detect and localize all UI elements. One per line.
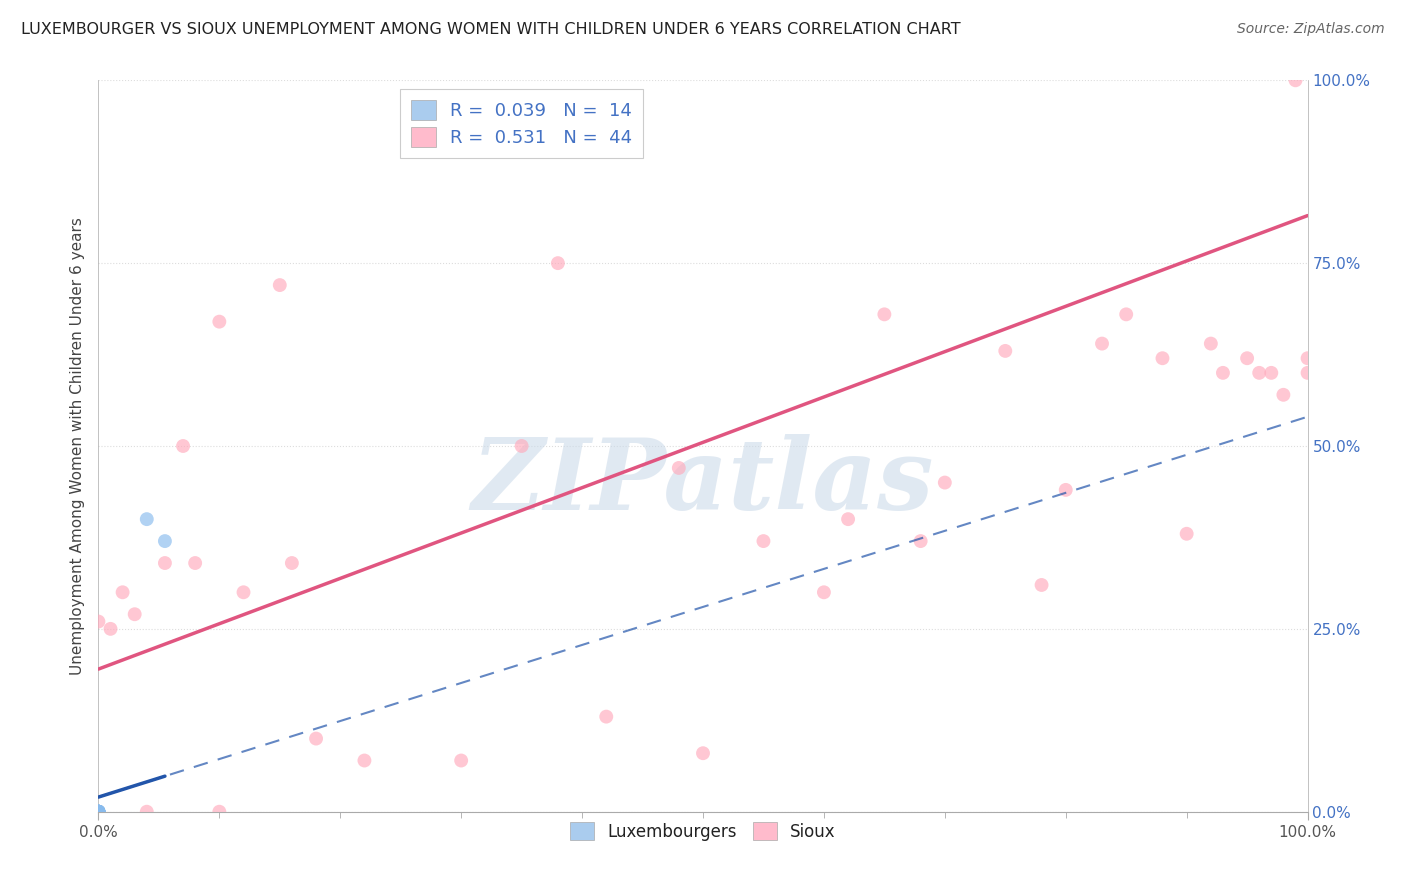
Point: [87, 805, 110, 819]
Point: [595, 709, 617, 723]
Point: [172, 439, 194, 453]
Point: [1272, 388, 1295, 402]
Point: [994, 343, 1017, 358]
Point: [87, 805, 110, 819]
Point: [135, 512, 157, 526]
Point: [87, 805, 110, 819]
Point: [1115, 307, 1137, 321]
Point: [837, 512, 859, 526]
Point: [873, 307, 896, 321]
Point: [752, 534, 775, 549]
Point: [1175, 526, 1198, 541]
Point: [135, 805, 157, 819]
Point: [87, 805, 110, 819]
Point: [87, 805, 110, 819]
Point: [668, 461, 690, 475]
Point: [153, 556, 176, 570]
Point: [1054, 483, 1077, 497]
Point: [1091, 336, 1114, 351]
Point: [87, 805, 110, 819]
Text: LUXEMBOURGER VS SIOUX UNEMPLOYMENT AMONG WOMEN WITH CHILDREN UNDER 6 YEARS CORRE: LUXEMBOURGER VS SIOUX UNEMPLOYMENT AMONG…: [21, 22, 960, 37]
Point: [87, 805, 110, 819]
Point: [305, 731, 328, 746]
Point: [153, 534, 176, 549]
Point: [184, 556, 207, 570]
Point: [450, 754, 472, 768]
Point: [87, 805, 110, 819]
Point: [1249, 366, 1271, 380]
Point: [87, 805, 110, 819]
Text: Source: ZipAtlas.com: Source: ZipAtlas.com: [1237, 22, 1385, 37]
Point: [281, 556, 304, 570]
Point: [1284, 73, 1306, 87]
Point: [87, 615, 110, 629]
Point: [208, 805, 231, 819]
Point: [87, 805, 110, 819]
Point: [1260, 366, 1282, 380]
Point: [910, 534, 932, 549]
Point: [124, 607, 146, 622]
Point: [1031, 578, 1053, 592]
Point: [813, 585, 835, 599]
Point: [1296, 366, 1319, 380]
Point: [208, 315, 231, 329]
Point: [547, 256, 569, 270]
Point: [232, 585, 254, 599]
Point: [692, 746, 714, 760]
Point: [1296, 351, 1319, 366]
Point: [353, 754, 375, 768]
Point: [934, 475, 956, 490]
Point: [510, 439, 533, 453]
Point: [111, 585, 134, 599]
Legend: Luxembourgers, Sioux: Luxembourgers, Sioux: [564, 815, 842, 847]
Point: [1236, 351, 1258, 366]
Point: [269, 278, 291, 293]
Point: [100, 622, 122, 636]
Point: [87, 805, 110, 819]
Point: [1212, 366, 1234, 380]
Text: ZIPatlas: ZIPatlas: [472, 434, 934, 531]
Point: [1199, 336, 1222, 351]
Y-axis label: Unemployment Among Women with Children Under 6 years: Unemployment Among Women with Children U…: [69, 217, 84, 675]
Point: [87, 805, 110, 819]
Point: [1152, 351, 1174, 366]
Point: [87, 805, 110, 819]
